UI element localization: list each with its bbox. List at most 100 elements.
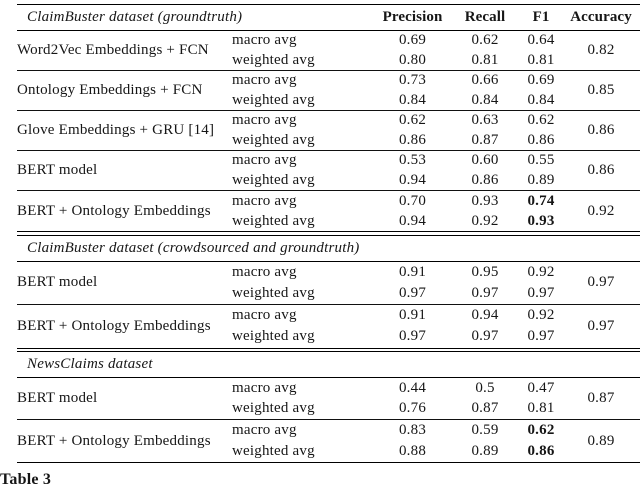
precision-cell: 0.94: [398, 171, 427, 188]
avg-label-cell: macro avg: [232, 72, 297, 89]
recall-cell: 0.94: [471, 306, 499, 323]
precision-cell: 0.91: [398, 263, 427, 280]
avg-label-cell: macro avg: [232, 306, 297, 323]
f1-cell: 0.62: [527, 422, 555, 439]
model-row-group: BERT + Ontology Embeddings macro avg 0.83 0…: [17, 420, 640, 462]
precision-cell: 0.94: [398, 212, 427, 229]
model-row-group: BERT + Ontology Embeddings macro avg 0.70 0…: [17, 191, 640, 231]
recall-cell: 0.95: [471, 263, 499, 280]
recall-cell: 0.87: [471, 131, 499, 148]
avg-label-cell: weighted avg: [232, 443, 315, 460]
f1-cell: 0.74: [527, 192, 555, 209]
avg-label-cell: macro avg: [232, 379, 297, 396]
avg-label-cell: macro avg: [232, 263, 297, 280]
model-name-cell: Ontology Embeddings + FCN: [17, 82, 203, 98]
precision-cell: 0.88: [398, 443, 427, 460]
model-name-cell: BERT + Ontology Embeddings: [17, 432, 211, 449]
avg-label-cell: macro avg: [232, 32, 297, 49]
precision-cell: 0.70: [398, 192, 427, 209]
precision-cell: 0.97: [398, 328, 427, 345]
section-header-row: ClaimBuster dataset (groundtruth) Precisi…: [17, 5, 640, 31]
f1-cell: 0.93: [527, 212, 555, 229]
model-name-cell: Word2Vec Embeddings + FCN: [17, 42, 209, 58]
recall-cell: 0.62: [471, 32, 499, 49]
recall-cell: 0.63: [471, 112, 499, 129]
model-name-cell: BERT + Ontology Embeddings: [17, 202, 211, 219]
recall-cell: 0.93: [471, 192, 499, 209]
model-row-group: Ontology Embeddings + FCN macro avg 0.73 0.…: [17, 71, 640, 111]
f1-cell: 0.81: [527, 51, 555, 68]
model-name-cell: Glove Embeddings + GRU [14]: [17, 122, 215, 138]
avg-label-cell: macro avg: [232, 192, 297, 209]
section-title: ClaimBuster dataset (crowdsourced and gr…: [27, 239, 360, 256]
recall-cell: 0.92: [471, 212, 499, 229]
column-header-f1: F1: [532, 9, 550, 25]
precision-cell: 0.76: [398, 400, 427, 417]
recall-cell: 0.60: [471, 152, 499, 169]
model-row-group: BERT model macro avg 0.91 0.95 0.92 weighted …: [17, 262, 640, 305]
f1-cell: 0.89: [527, 171, 555, 188]
model-name-cell: BERT model: [17, 274, 98, 291]
precision-cell: 0.83: [398, 422, 427, 439]
f1-cell: 0.55: [527, 152, 555, 169]
section-divider-rule: [17, 231, 640, 236]
precision-cell: 0.86: [398, 131, 427, 148]
accuracy-cell: 0.85: [587, 82, 615, 98]
model-name-cell: BERT + Ontology Embeddings: [17, 317, 211, 334]
model-row-group: Glove Embeddings + GRU [14] macro avg 0.62…: [17, 111, 640, 151]
accuracy-cell: 0.82: [587, 42, 615, 58]
avg-label-cell: weighted avg: [232, 171, 315, 188]
recall-cell: 0.86: [471, 171, 499, 188]
precision-cell: 0.62: [398, 112, 427, 129]
recall-cell: 0.5: [475, 379, 495, 396]
recall-cell: 0.66: [471, 72, 499, 89]
f1-cell: 0.97: [527, 328, 555, 345]
recall-cell: 0.59: [471, 422, 499, 439]
f1-cell: 0.62: [527, 112, 555, 129]
results-table: ClaimBuster dataset (groundtruth) Precisi…: [17, 4, 640, 464]
recall-cell: 0.84: [471, 91, 499, 108]
recall-cell: 0.89: [471, 443, 499, 460]
section-header-row: NewsClaims dataset: [17, 352, 640, 379]
accuracy-cell: 0.89: [587, 432, 615, 449]
recall-cell: 0.97: [471, 328, 499, 345]
f1-cell: 0.86: [527, 443, 555, 460]
avg-label-cell: macro avg: [232, 112, 297, 129]
table-caption: Table 3: [0, 471, 52, 488]
f1-cell: 0.86: [527, 131, 555, 148]
precision-cell: 0.84: [398, 91, 427, 108]
column-header-accuracy: Accuracy: [570, 9, 632, 25]
f1-cell: 0.69: [527, 72, 555, 89]
f1-cell: 0.81: [527, 400, 555, 417]
avg-label-cell: weighted avg: [232, 400, 315, 417]
accuracy-cell: 0.86: [587, 162, 615, 178]
avg-label-cell: weighted avg: [232, 284, 315, 301]
precision-cell: 0.80: [398, 51, 427, 68]
model-row-group: BERT model macro avg 0.53 0.60 0.55 weighted …: [17, 151, 640, 191]
avg-label-cell: weighted avg: [232, 131, 315, 148]
model-row-group: BERT + Ontology Embeddings macro avg 0.91 0…: [17, 305, 640, 348]
avg-label-cell: weighted avg: [232, 328, 315, 345]
avg-label-cell: weighted avg: [232, 91, 315, 108]
column-header-recall: Recall: [464, 9, 506, 25]
model-row-group: Word2Vec Embeddings + FCN macro avg 0.69 0.…: [17, 31, 640, 71]
precision-cell: 0.69: [398, 32, 427, 49]
column-header-precision: Precision: [382, 9, 443, 25]
f1-cell: 0.97: [527, 284, 555, 301]
accuracy-cell: 0.86: [587, 122, 615, 138]
precision-cell: 0.53: [398, 152, 427, 169]
avg-label-cell: weighted avg: [232, 212, 315, 229]
table-top-rule: [17, 4, 640, 5]
model-name-cell: BERT model: [17, 162, 98, 178]
accuracy-cell: 0.87: [587, 390, 615, 407]
model-row-group: BERT model macro avg 0.44 0.5 0.47 weighted a…: [17, 378, 640, 421]
f1-cell: 0.84: [527, 91, 555, 108]
section-header-row: ClaimBuster dataset (crowdsourced and gr…: [17, 236, 640, 262]
precision-cell: 0.73: [398, 72, 427, 89]
accuracy-cell: 0.97: [587, 317, 615, 334]
precision-cell: 0.97: [398, 284, 427, 301]
f1-cell: 0.92: [527, 263, 555, 280]
recall-cell: 0.87: [471, 400, 499, 417]
avg-label-cell: weighted avg: [232, 51, 315, 68]
section-divider-rule: [17, 347, 640, 353]
